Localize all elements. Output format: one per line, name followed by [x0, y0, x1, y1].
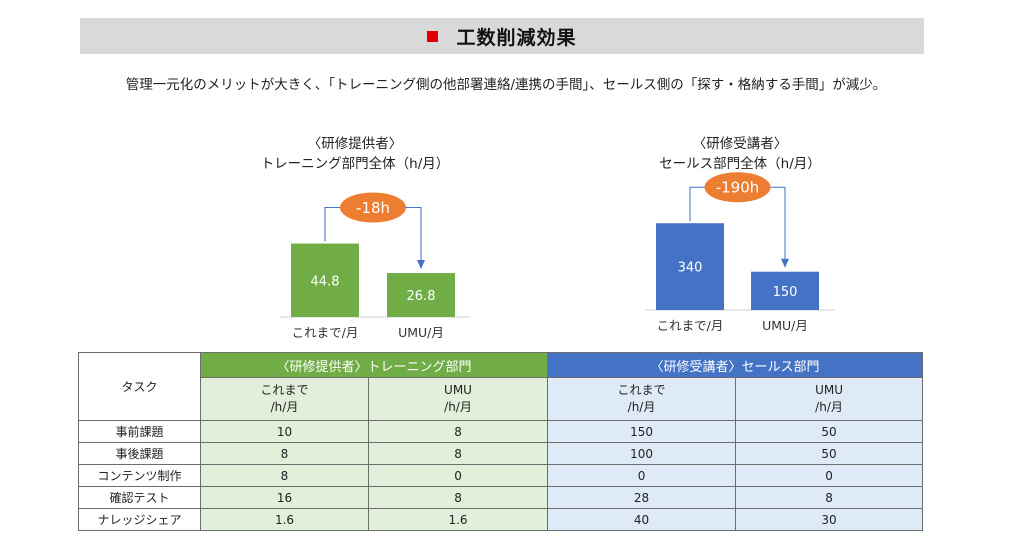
- sales-umu-header: UMU /h/月: [735, 377, 924, 421]
- table-cell: 0: [735, 464, 924, 487]
- table-cell: 8: [200, 464, 369, 487]
- page-title: 工数削減効果: [456, 26, 577, 49]
- chart1-data-label-1: 44.8: [311, 274, 340, 289]
- table-cell: 150: [547, 420, 737, 443]
- page-subtitle: 管理一元化のメリットが大きく、「トレーニング側の他部署連絡/連携の手間」、セール…: [125, 77, 887, 93]
- subheader-line: UMU: [815, 383, 843, 397]
- table-cell: 0: [367, 464, 549, 487]
- chart2-bar-2: [751, 271, 819, 310]
- table-cell: 1.6: [200, 508, 369, 531]
- subheader-unit: /h/月: [815, 400, 843, 414]
- chart2-reduction-label: -190h: [716, 179, 760, 197]
- chart1-arrow-head: [417, 260, 425, 270]
- chart1-bar-1: [291, 243, 359, 317]
- task-name: 事後課題: [78, 442, 201, 465]
- table-cell: 8: [367, 486, 549, 509]
- chart2-category-label-2: UMU/月: [762, 318, 808, 333]
- task-name: 事前課題: [78, 420, 201, 443]
- task-column-header: タスク: [78, 352, 201, 421]
- chart2-title: 〈研修受講者〉: [692, 136, 788, 152]
- subheader-line: UMU: [444, 383, 472, 397]
- chart2-subtitle: セールス部門全体（h/月）: [659, 156, 821, 172]
- table-cell: 8: [735, 486, 924, 509]
- sales-before-header: これまで /h/月: [547, 377, 737, 421]
- subheader-line: これまで: [260, 383, 309, 397]
- table-cell: 10: [200, 420, 369, 443]
- chart1-bar-chart: 44.8 これまで/月 26.8 UMU/月 -18h: [280, 192, 470, 340]
- table-row: 事後課題 8 8 100 50: [78, 442, 924, 465]
- table-cell: 40: [547, 508, 737, 531]
- chart1-title: 〈研修提供者〉: [307, 136, 403, 152]
- table-cell: 8: [200, 442, 369, 465]
- chart2-reduction-badge: [704, 172, 771, 203]
- trainer-umu-header: UMU /h/月: [367, 377, 549, 421]
- chart1-subtitle: トレーニング部門全体（h/月）: [260, 156, 450, 172]
- chart1-category-label-2: UMU/月: [398, 325, 444, 340]
- table-cell: 0: [547, 464, 737, 487]
- table-row: ナレッジシェア 1.6 1.6 40 30: [78, 508, 924, 531]
- trainer-before-header: これまで /h/月: [200, 377, 369, 421]
- sales-group-header: 〈研修受講者〉セールス部門: [547, 352, 924, 378]
- chart2-title-block: 〈研修受講者〉 セールス部門全体（h/月）: [615, 134, 865, 174]
- subheader-unit: /h/月: [627, 400, 656, 414]
- chart1-reduction-badge: [340, 192, 406, 223]
- chart2-data-label-1: 340: [678, 261, 703, 276]
- chart2-category-label-1: これまで/月: [657, 318, 724, 333]
- task-table: タスク 〈研修提供者〉トレーニング部門 〈研修受講者〉セールス部門 これまで /…: [78, 352, 924, 531]
- table-cell: 1.6: [367, 508, 549, 531]
- red-square-icon: [427, 30, 439, 42]
- title-bar: 工数削減効果: [80, 18, 924, 54]
- table-row: 事前課題 10 8 150 50: [78, 420, 924, 443]
- table-cell: 50: [735, 420, 924, 443]
- task-name: ナレッジシェア: [78, 508, 201, 531]
- table-cell: 16: [200, 486, 369, 509]
- table-cell: 28: [547, 486, 737, 509]
- trainer-group-header: 〈研修提供者〉トレーニング部門: [199, 352, 549, 378]
- table-cell: 8: [367, 420, 549, 443]
- table-row: コンテンツ制作 8 0 0 0: [78, 464, 924, 487]
- table-row: 確認テスト 16 8 28 8: [78, 486, 924, 509]
- chart1-reduction-label: -18h: [356, 199, 390, 217]
- chart1-bar-2: [387, 273, 455, 317]
- chart2-arrow-head: [781, 258, 789, 268]
- chart2-bar-chart: 340 これまで/月 150 UMU/月 -190h: [645, 172, 835, 333]
- chart1-category-label-1: これまで/月: [292, 325, 359, 340]
- task-name: コンテンツ制作: [78, 464, 201, 487]
- chart1-data-label-2: 26.8: [407, 289, 436, 304]
- table-cell: 30: [735, 508, 924, 531]
- subheader-line: これまで: [617, 383, 666, 397]
- chart2-bar-1: [656, 223, 724, 310]
- chart2-data-label-2: 150: [773, 285, 798, 300]
- subheader-unit: /h/月: [444, 400, 472, 414]
- table-cell: 8: [367, 442, 549, 465]
- subheader-unit: /h/月: [270, 400, 299, 414]
- table-cell: 50: [735, 442, 924, 465]
- chart1-title-block: 〈研修提供者〉 トレーニング部門全体（h/月）: [230, 134, 480, 174]
- table-cell: 100: [547, 442, 737, 465]
- task-name: 確認テスト: [78, 486, 201, 509]
